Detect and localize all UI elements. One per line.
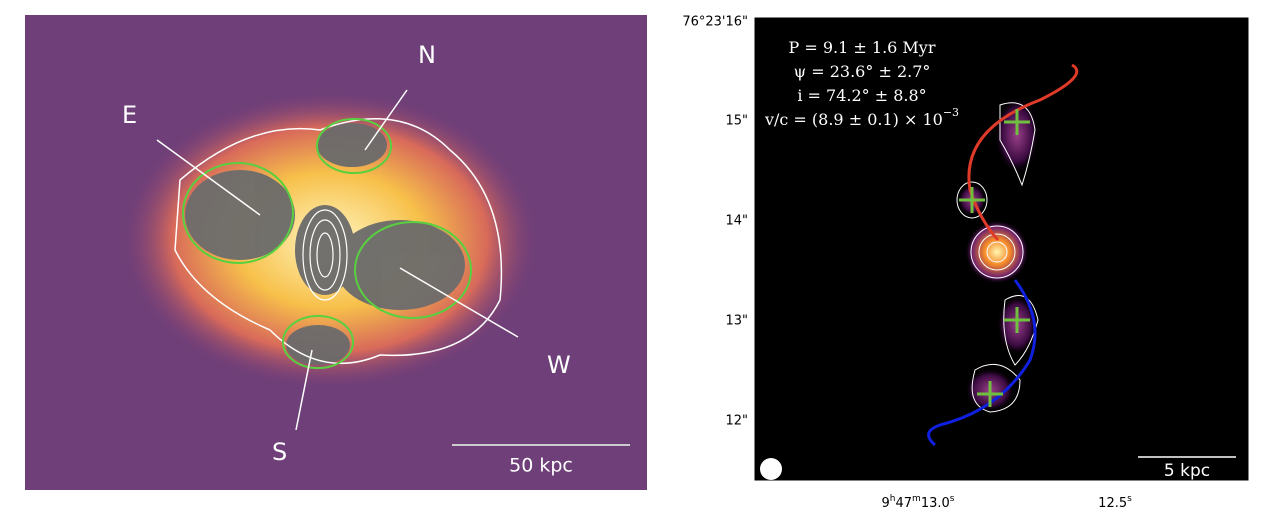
y-tick-label: 13" — [725, 314, 748, 329]
annotation: v/c = (8.9 ± 0.1) × 10−3 — [764, 106, 959, 129]
x-tick-label: 12.5s — [1098, 494, 1132, 511]
y-tick-label: 15" — [725, 114, 748, 129]
contour — [174, 118, 503, 365]
right-panel: 5 kpc P = 9.1 ± 1.6 Myr ψ = 23.6° ± 2.7°… — [682, 15, 1249, 511]
scale-label: 5 kpc — [1164, 461, 1210, 481]
scale-label: 50 kpc — [509, 455, 573, 477]
y-tick-label: 12" — [725, 414, 748, 429]
annotation: i = 74.2° ± 8.8° — [797, 86, 926, 105]
label-north: N — [418, 41, 436, 69]
direction-lines — [156, 89, 519, 431]
x-tick-label: 9h47m13.0s — [882, 494, 955, 511]
y-tick-label: 76°23'16" — [682, 15, 748, 30]
beam — [760, 458, 782, 480]
markers — [959, 109, 1030, 407]
regions — [182, 118, 472, 369]
core-contours — [302, 209, 348, 301]
jet-red — [967, 63, 1079, 242]
y-tick-label: 14" — [725, 214, 748, 229]
annotation: P = 9.1 ± 1.6 Myr — [789, 38, 936, 57]
annotation: ψ = 23.6° ± 2.7° — [794, 62, 931, 81]
core — [965, 220, 1029, 284]
label-east: E — [122, 101, 137, 129]
label-west: W — [547, 351, 571, 379]
label-south: S — [272, 438, 287, 466]
left-panel: E N W S 50 kpc — [25, 15, 647, 490]
